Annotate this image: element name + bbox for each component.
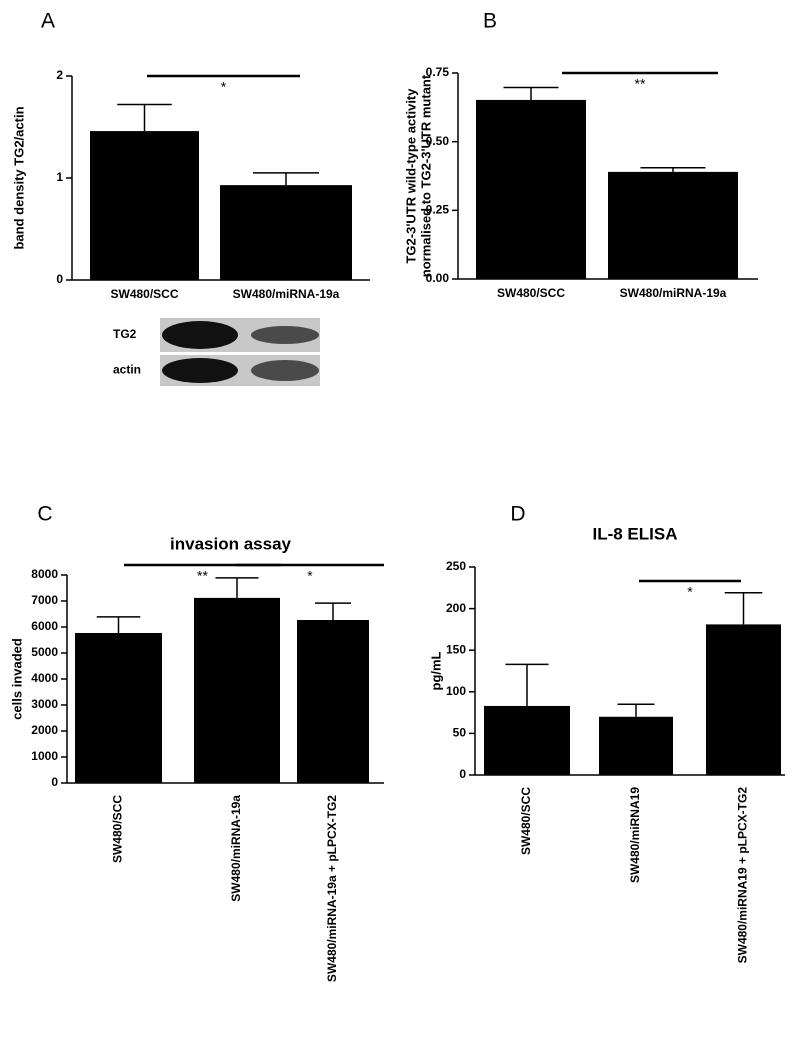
y-tick-label: 200 — [446, 601, 466, 615]
y-tick-label: 0 — [459, 767, 466, 781]
y-axis-label: pg/mL — [428, 651, 443, 690]
bar — [608, 171, 738, 279]
x-tick-label: SW480/SCC — [497, 286, 565, 300]
blot-band — [251, 360, 319, 381]
blot-band — [251, 326, 319, 344]
y-tick-label: 7000 — [31, 593, 58, 607]
x-tick-label: SW480/SCC — [110, 287, 178, 301]
y-tick-label: 0.50 — [426, 134, 450, 148]
y-tick-label: 4000 — [31, 671, 58, 685]
x-tick-label: SW480/miRNA-19a — [233, 287, 340, 301]
blot-band — [162, 321, 238, 349]
y-tick-label: 0.25 — [426, 203, 450, 217]
x-tick-label: SW480/miRNA-19a — [229, 795, 243, 902]
bar — [90, 131, 199, 280]
panel-letter: C — [37, 503, 52, 526]
y-tick-label: 100 — [446, 684, 466, 698]
panel-letter: D — [510, 503, 525, 526]
blot-label: actin — [113, 363, 141, 377]
chart-title: IL-8 ELISA — [592, 524, 677, 543]
bar — [599, 716, 673, 775]
y-tick-label: 250 — [446, 559, 466, 573]
bar — [484, 705, 570, 775]
y-axis-label: band density TG2/actin — [11, 106, 26, 249]
significance-label: * — [687, 584, 693, 600]
y-tick-label: 6000 — [31, 619, 58, 633]
y-axis-label: normalised to TG2-3'UTR mutant — [418, 74, 433, 277]
y-tick-label: 1000 — [31, 749, 58, 763]
y-tick-label: 2 — [56, 68, 63, 82]
chart-title: invasion assay — [170, 534, 292, 553]
x-tick-label: SW480/miRNA19 + pLPCX-TG2 — [736, 787, 750, 964]
bar — [220, 185, 352, 280]
x-tick-label: SW480/SCC — [111, 795, 125, 863]
panel-letter: A — [41, 10, 55, 33]
significance-label: ** — [197, 568, 208, 584]
significance-label: ** — [635, 76, 646, 92]
y-tick-label: 8000 — [31, 567, 58, 581]
bar — [297, 619, 369, 783]
y-tick-label: 3000 — [31, 697, 58, 711]
bar — [706, 624, 781, 775]
y-tick-label: 0 — [51, 775, 58, 789]
panel-letter: B — [483, 10, 497, 33]
y-tick-label: 2000 — [31, 723, 58, 737]
y-axis-label: TG2-3'UTR wild-type activity — [403, 88, 418, 264]
y-axis-label: cells invaded — [9, 638, 24, 720]
blot-label: TG2 — [113, 327, 137, 341]
y-tick-label: 150 — [446, 642, 466, 656]
blot-band — [162, 358, 238, 383]
x-tick-label: SW480/miRNA19 — [628, 787, 642, 883]
x-tick-label: SW480/miRNA-19a — [620, 286, 727, 300]
bar — [476, 99, 586, 280]
x-tick-label: SW480/SCC — [519, 787, 533, 855]
y-tick-label: 0.75 — [426, 65, 450, 79]
y-tick-label: 50 — [453, 726, 467, 740]
y-tick-label: 5000 — [31, 645, 58, 659]
bar — [75, 632, 162, 783]
significance-label: * — [307, 568, 313, 584]
bar — [194, 597, 280, 783]
y-tick-label: 0 — [56, 272, 63, 286]
y-tick-label: 1 — [56, 170, 63, 184]
x-tick-label: SW480/miRNA-19a + pLPCX-TG2 — [325, 795, 339, 982]
y-tick-label: 0.00 — [426, 271, 450, 285]
significance-label: * — [221, 79, 227, 95]
